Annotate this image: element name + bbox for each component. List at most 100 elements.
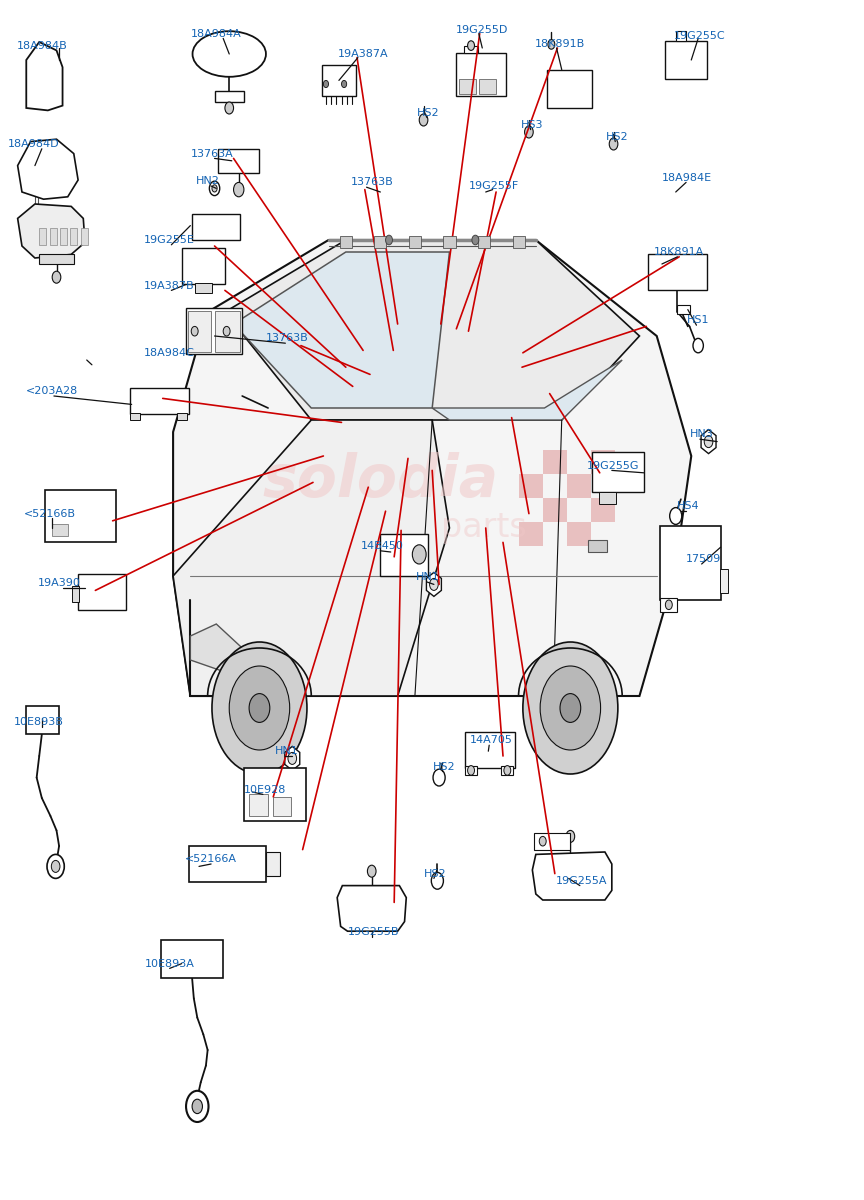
Bar	[244, 768, 306, 821]
Bar	[161, 940, 223, 978]
Circle shape	[560, 694, 581, 722]
Circle shape	[191, 326, 198, 336]
Polygon shape	[532, 852, 612, 900]
Bar	[543, 498, 567, 522]
Bar	[599, 492, 616, 504]
Circle shape	[548, 40, 555, 49]
Bar	[321, 65, 356, 96]
Text: 18K891A: 18K891A	[654, 247, 704, 257]
Text: 19G255F: 19G255F	[469, 181, 519, 191]
Bar	[677, 305, 689, 314]
Text: 14B450: 14B450	[360, 541, 403, 551]
Text: HN1: HN1	[416, 572, 440, 582]
Text: HS2: HS2	[416, 108, 439, 118]
Bar	[567, 522, 591, 546]
Bar	[720, 569, 728, 593]
Bar	[676, 31, 686, 41]
Text: HS3: HS3	[521, 120, 543, 130]
Bar	[465, 732, 515, 768]
Bar	[176, 413, 187, 420]
Text: parts: parts	[442, 511, 527, 545]
Bar	[518, 522, 543, 546]
Circle shape	[323, 80, 328, 88]
Bar	[660, 598, 677, 612]
Circle shape	[524, 126, 533, 138]
Polygon shape	[173, 420, 449, 696]
Circle shape	[566, 830, 575, 842]
Text: 19A387B: 19A387B	[144, 281, 195, 290]
Bar	[456, 53, 506, 96]
Bar	[660, 526, 721, 600]
Circle shape	[433, 769, 445, 786]
Bar	[409, 236, 421, 248]
Text: 19A387A: 19A387A	[338, 49, 389, 59]
Bar	[188, 846, 266, 882]
Text: HS2: HS2	[424, 869, 447, 878]
Bar	[218, 149, 259, 173]
Bar	[187, 311, 211, 352]
Bar	[547, 70, 592, 108]
Circle shape	[367, 865, 376, 877]
Bar	[665, 41, 707, 79]
Text: 18A984D: 18A984D	[8, 139, 59, 149]
Bar	[340, 236, 352, 248]
Text: 13763B: 13763B	[351, 178, 393, 187]
Bar	[39, 254, 73, 264]
Text: HN2: HN2	[196, 176, 219, 186]
Circle shape	[212, 642, 307, 774]
Circle shape	[609, 138, 618, 150]
Bar	[588, 540, 607, 552]
Circle shape	[212, 185, 217, 192]
Circle shape	[51, 860, 60, 872]
Bar	[266, 852, 280, 876]
Bar	[249, 794, 268, 816]
Bar	[214, 311, 240, 352]
Bar	[49, 228, 56, 245]
Bar	[443, 236, 455, 248]
Text: <203A28: <203A28	[26, 386, 79, 396]
Text: 18K891B: 18K891B	[535, 40, 585, 49]
Text: 17509: 17509	[686, 554, 721, 564]
Text: HS1: HS1	[687, 316, 709, 325]
Bar	[39, 228, 46, 245]
Text: 13763A: 13763A	[191, 149, 233, 158]
Text: 19G255A: 19G255A	[556, 876, 607, 886]
Bar	[459, 79, 476, 94]
Polygon shape	[17, 204, 85, 258]
Circle shape	[192, 1099, 202, 1114]
Bar	[186, 308, 242, 354]
Polygon shape	[233, 252, 449, 408]
Bar	[130, 388, 188, 414]
Bar	[543, 450, 567, 474]
Circle shape	[52, 271, 60, 283]
Bar	[501, 766, 513, 775]
Bar	[465, 766, 477, 775]
Circle shape	[665, 600, 672, 610]
Circle shape	[540, 666, 600, 750]
Text: 19A390: 19A390	[38, 578, 80, 588]
Circle shape	[429, 578, 438, 590]
Polygon shape	[173, 240, 691, 696]
Bar	[78, 574, 125, 610]
Bar	[648, 254, 707, 290]
Bar	[380, 534, 428, 576]
Bar	[479, 79, 496, 94]
Bar	[273, 797, 290, 816]
Text: 19G255C: 19G255C	[674, 31, 726, 41]
Text: 19G255D: 19G255D	[456, 25, 508, 35]
Circle shape	[419, 114, 428, 126]
Text: 18A984B: 18A984B	[16, 41, 67, 50]
Polygon shape	[432, 360, 622, 420]
Text: solodia: solodia	[263, 451, 499, 509]
Circle shape	[431, 872, 443, 889]
Polygon shape	[26, 42, 62, 110]
Circle shape	[249, 694, 270, 722]
Circle shape	[472, 235, 479, 245]
Text: HN1: HN1	[276, 746, 299, 756]
Circle shape	[385, 235, 392, 245]
Text: 10E893A: 10E893A	[144, 959, 194, 968]
Text: <52166B: <52166B	[23, 509, 75, 518]
Circle shape	[693, 338, 703, 353]
Text: HS2: HS2	[433, 762, 455, 772]
Circle shape	[412, 545, 426, 564]
